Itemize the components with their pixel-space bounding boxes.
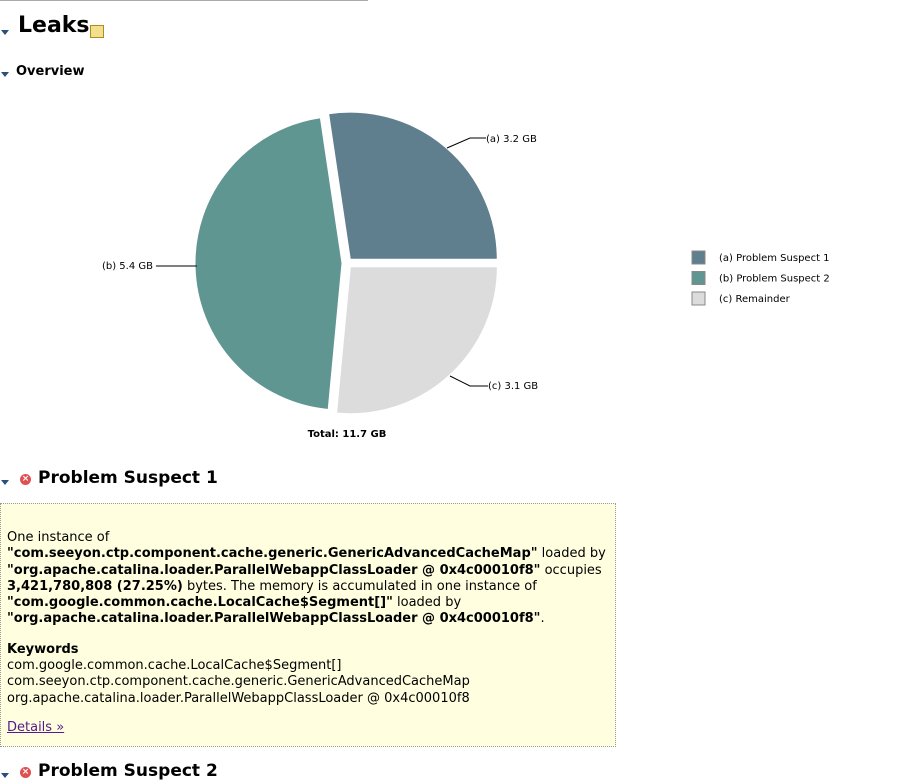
description-text: . bbox=[540, 611, 545, 627]
pie-slice bbox=[336, 266, 498, 415]
suspect-title: Problem Suspect 1 bbox=[38, 468, 218, 488]
suspect-box: One instance of "com.seeyon.ctp.componen… bbox=[0, 503, 616, 747]
toggle[interactable] bbox=[1, 72, 9, 77]
slice-label: (b) 5.4 GB bbox=[102, 261, 153, 272]
keywords-title: Keywords bbox=[7, 642, 79, 657]
description-text: loaded by bbox=[537, 546, 606, 562]
legend-swatch bbox=[691, 250, 706, 265]
pie-slice bbox=[194, 117, 343, 411]
keyword: org.apache.catalina.loader.ParallelWebap… bbox=[7, 690, 470, 706]
icon[interactable] bbox=[90, 25, 104, 38]
legend-swatch bbox=[691, 271, 706, 285]
suspect-title: Problem Suspect 2 bbox=[38, 761, 218, 781]
legend-label: (a) Problem Suspect 1 bbox=[719, 253, 830, 264]
error-icon: × bbox=[20, 767, 31, 778]
toggle[interactable] bbox=[1, 773, 9, 778]
description-text: "com.google.common.cache.LocalCache$Segm… bbox=[7, 595, 393, 611]
legend-label: (c) Remainder bbox=[719, 294, 791, 305]
leader-line bbox=[449, 375, 488, 387]
keywords: com.google.common.cache.LocalCache$Segme… bbox=[7, 658, 470, 707]
description-text: occupies bbox=[540, 562, 602, 578]
description-text: 3,421,780,808 (27.25%) bbox=[7, 578, 183, 594]
error-icon: × bbox=[20, 474, 31, 485]
slice-label: (a) 3.2 GB bbox=[486, 134, 537, 145]
description-text: loaded by bbox=[392, 595, 462, 611]
legend-label: (b) Problem Suspect 2 bbox=[719, 274, 830, 285]
slice-label: (c) 3.1 GB bbox=[488, 381, 538, 392]
subsection-title: Overview bbox=[16, 64, 85, 79]
top-rule bbox=[0, 0, 368, 1]
pie-chart: (a) 3.2 GB (a) Problem Suspect 1 (b) 5.4 G… bbox=[102, 111, 830, 440]
keyword: com.seeyon.ctp.component.cache.generic.G… bbox=[7, 674, 470, 690]
keyword: com.google.common.cache.LocalCache$Segme… bbox=[7, 658, 342, 673]
toggle[interactable] bbox=[1, 30, 9, 35]
description-text: "org.apache.catalina.loader.ParallelWeba… bbox=[7, 562, 541, 578]
pie-slice bbox=[328, 111, 498, 260]
legend-swatch bbox=[691, 291, 706, 306]
description-text: One instance of bbox=[7, 530, 110, 545]
description: One instance of "com.seeyon.ctp.componen… bbox=[7, 530, 611, 628]
total-label: Total: 11.7 GB bbox=[308, 429, 387, 440]
description-text: bytes. The memory is accumulated in one … bbox=[182, 578, 537, 594]
details-link[interactable]: Details » bbox=[7, 720, 65, 735]
description-text: "org.apache.catalina.loader.ParallelWeba… bbox=[7, 611, 541, 627]
description-text: "com.seeyon.ctp.component.cache.generic.… bbox=[7, 546, 538, 562]
toggle[interactable] bbox=[1, 480, 9, 485]
leader-line bbox=[446, 137, 486, 149]
section-title: Leaks bbox=[18, 13, 90, 38]
